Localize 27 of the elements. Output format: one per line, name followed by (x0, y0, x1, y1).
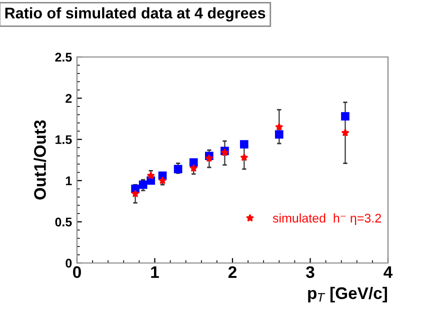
point (131, 190, 140, 198)
x-tick-label: 3 (306, 266, 314, 278)
point (189, 158, 198, 167)
y-tick-label: 0.5 (55, 218, 72, 226)
legend-label: simulated h⁻ η=3.2 (272, 213, 381, 226)
point (341, 128, 350, 136)
chart-title: Ratio of simulated data at 4 degrees (5, 7, 266, 22)
point (341, 112, 350, 120)
point (274, 130, 284, 139)
x-tick-label: 4 (384, 266, 393, 278)
point (190, 164, 198, 172)
point (240, 153, 248, 162)
y-axis-title: Out1/Out3 (34, 120, 46, 200)
y-tick-label: 2 (66, 94, 72, 103)
y-tick-label: 2.5 (55, 52, 72, 62)
point (138, 180, 148, 189)
x-axis-title: p$_{T}$ [GeV/c] (308, 286, 387, 302)
point (275, 122, 284, 131)
point (205, 154, 214, 162)
point (146, 171, 155, 180)
point (174, 164, 182, 174)
x-tick-label: 2 (228, 266, 236, 278)
point (240, 140, 248, 149)
y-tick-label: 0 (66, 258, 72, 268)
x-tick-label: 1 (151, 266, 159, 278)
y-tick-label: 1 (66, 176, 72, 186)
y-tick-label: 1.5 (56, 135, 72, 144)
